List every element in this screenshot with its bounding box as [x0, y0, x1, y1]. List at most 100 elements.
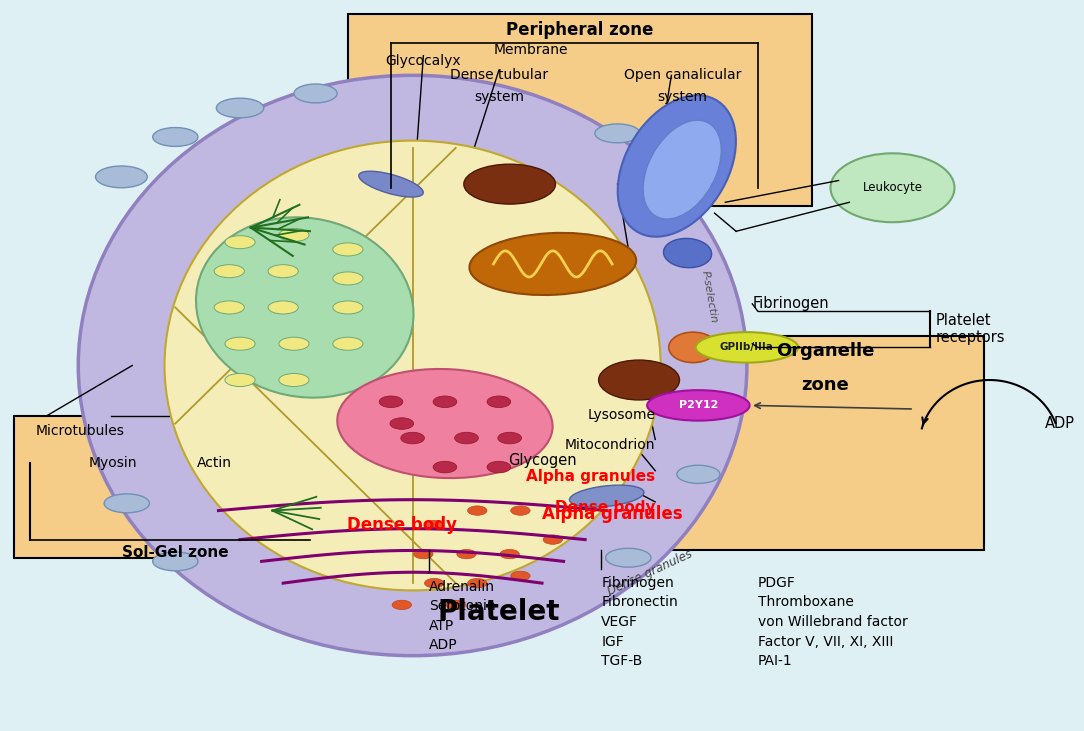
Ellipse shape	[456, 550, 476, 558]
Ellipse shape	[215, 301, 244, 314]
Text: GPIIb/IIIa: GPIIb/IIIa	[720, 342, 774, 352]
Text: Dense tubular: Dense tubular	[450, 68, 547, 82]
Ellipse shape	[225, 374, 255, 387]
Ellipse shape	[618, 95, 736, 237]
Ellipse shape	[333, 337, 363, 350]
Ellipse shape	[215, 265, 244, 278]
Ellipse shape	[104, 494, 150, 512]
Text: P-selectin: P-selectin	[699, 270, 719, 324]
Ellipse shape	[333, 243, 363, 256]
Text: Microtubules: Microtubules	[35, 423, 124, 438]
Ellipse shape	[696, 332, 798, 363]
Ellipse shape	[467, 506, 487, 515]
Ellipse shape	[196, 217, 413, 398]
Text: P2Y12: P2Y12	[679, 401, 718, 410]
Ellipse shape	[569, 485, 644, 507]
Ellipse shape	[392, 600, 412, 610]
Ellipse shape	[153, 552, 198, 571]
Ellipse shape	[78, 75, 747, 656]
Ellipse shape	[676, 465, 720, 483]
Ellipse shape	[425, 520, 443, 530]
Ellipse shape	[669, 332, 718, 363]
Text: Fibrinogen: Fibrinogen	[752, 296, 829, 311]
Ellipse shape	[467, 578, 487, 588]
Text: Alpha granules: Alpha granules	[542, 505, 683, 523]
Ellipse shape	[830, 154, 955, 222]
Text: receptors: receptors	[935, 330, 1005, 346]
Ellipse shape	[390, 417, 414, 429]
Ellipse shape	[153, 127, 198, 146]
Ellipse shape	[337, 369, 553, 478]
Ellipse shape	[279, 374, 309, 387]
Ellipse shape	[294, 84, 337, 103]
Text: Platelet: Platelet	[935, 313, 991, 328]
Ellipse shape	[511, 506, 530, 515]
Ellipse shape	[268, 265, 298, 278]
Text: von Willebrand factor: von Willebrand factor	[758, 615, 907, 629]
Text: Mitocondrion: Mitocondrion	[565, 438, 655, 452]
Ellipse shape	[464, 164, 555, 204]
Ellipse shape	[543, 535, 563, 545]
Ellipse shape	[660, 182, 704, 200]
Ellipse shape	[446, 600, 465, 610]
Ellipse shape	[333, 272, 363, 285]
Text: Glycogen: Glycogen	[507, 452, 577, 468]
Text: Dense granules: Dense granules	[605, 547, 695, 598]
Ellipse shape	[279, 228, 309, 241]
Text: ADP: ADP	[429, 638, 457, 652]
Text: system: system	[657, 90, 707, 104]
Ellipse shape	[469, 233, 636, 295]
Ellipse shape	[217, 98, 263, 118]
Ellipse shape	[425, 578, 443, 588]
Ellipse shape	[498, 432, 521, 444]
Text: Dense body: Dense body	[347, 516, 456, 534]
FancyBboxPatch shape	[348, 14, 812, 206]
Text: ADP: ADP	[1045, 416, 1074, 431]
Text: IGF: IGF	[602, 635, 624, 648]
Text: Serotonin: Serotonin	[429, 599, 495, 613]
Ellipse shape	[225, 235, 255, 249]
Ellipse shape	[225, 337, 255, 350]
Text: PDGF: PDGF	[758, 576, 796, 590]
Ellipse shape	[511, 571, 530, 580]
Ellipse shape	[434, 461, 456, 473]
Ellipse shape	[359, 171, 423, 197]
Text: Alpha granules: Alpha granules	[526, 469, 655, 484]
Ellipse shape	[606, 548, 650, 567]
Text: Organelle: Organelle	[776, 342, 875, 360]
Ellipse shape	[279, 337, 309, 350]
Ellipse shape	[268, 301, 298, 314]
Text: PAI-1: PAI-1	[758, 654, 792, 668]
Text: zone: zone	[801, 376, 849, 395]
Ellipse shape	[500, 550, 519, 558]
Ellipse shape	[487, 461, 511, 473]
Text: Dense body: Dense body	[555, 500, 655, 515]
Ellipse shape	[643, 120, 721, 219]
Ellipse shape	[647, 390, 750, 420]
Text: Fibronectin: Fibronectin	[602, 596, 679, 610]
Text: VEGF: VEGF	[602, 615, 638, 629]
Text: Leukocyte: Leukocyte	[863, 181, 922, 194]
Text: Glycocalyx: Glycocalyx	[386, 53, 461, 67]
Text: TGF-B: TGF-B	[602, 654, 643, 668]
Ellipse shape	[434, 396, 456, 408]
Text: Factor V, VII, XI, XIII: Factor V, VII, XI, XIII	[758, 635, 893, 648]
Text: Actin: Actin	[197, 456, 232, 470]
Ellipse shape	[663, 238, 712, 268]
Text: Fibrinogen: Fibrinogen	[602, 576, 674, 590]
Ellipse shape	[595, 124, 641, 143]
FancyBboxPatch shape	[666, 336, 984, 550]
Text: Membrane: Membrane	[494, 42, 568, 57]
Text: Peripheral zone: Peripheral zone	[506, 21, 654, 39]
Ellipse shape	[379, 396, 403, 408]
Ellipse shape	[165, 140, 660, 591]
Text: Platelet: Platelet	[438, 598, 560, 626]
Ellipse shape	[401, 432, 425, 444]
Ellipse shape	[454, 432, 478, 444]
Text: Adrenalin: Adrenalin	[429, 580, 494, 594]
Ellipse shape	[598, 360, 680, 400]
FancyBboxPatch shape	[435, 442, 649, 550]
Ellipse shape	[333, 301, 363, 314]
Text: Myosin: Myosin	[89, 456, 138, 470]
Text: system: system	[474, 90, 524, 104]
